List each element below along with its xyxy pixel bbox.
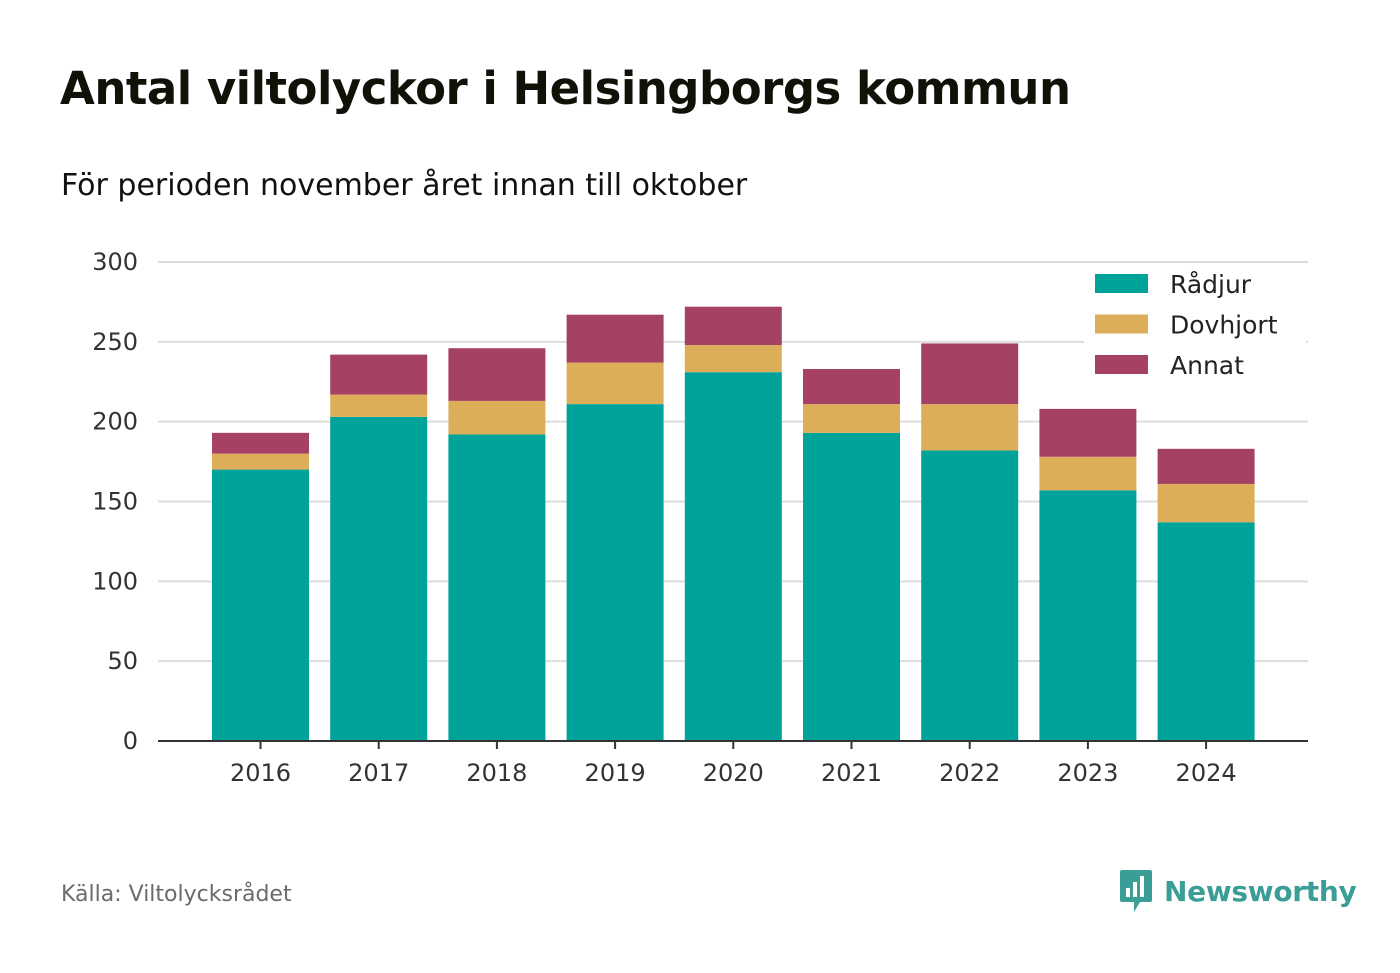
- newsworthy-logo: Newsworthy: [1118, 868, 1357, 914]
- bar-segment-annat: [448, 348, 546, 401]
- y-tick-label: 100: [92, 567, 138, 595]
- bar-segment-dovhjort: [1157, 483, 1255, 523]
- axes: 0 50 100 150 200 250 300 2016 2017 2018 2019 2020 20…: [92, 248, 1308, 787]
- bar-segment-rådjur: [330, 416, 428, 741]
- bar-segment-dovhjort: [330, 394, 428, 417]
- bar-segment-rådjur: [1157, 522, 1255, 741]
- y-tick-label: 200: [92, 408, 138, 436]
- legend-swatch-dovhjort: [1095, 314, 1148, 334]
- x-tick-label: 2022: [939, 759, 1000, 787]
- source-note: Källa: Viltolycksrådet: [61, 882, 292, 907]
- legend-swatch-annat: [1095, 355, 1148, 374]
- y-tick-label: 300: [92, 248, 138, 276]
- bar-segment-dovhjort: [684, 345, 782, 373]
- bar-segment-rådjur: [448, 434, 546, 741]
- bars: [212, 306, 1255, 741]
- chart-title: Antal viltolyckor i Helsingborgs kommun: [60, 62, 1071, 115]
- bar-segment-dovhjort: [1039, 456, 1137, 491]
- bar-segment-dovhjort: [921, 404, 1019, 451]
- bar-segment-dovhjort: [803, 404, 900, 433]
- bar-segment-rådjur: [212, 469, 309, 741]
- x-tick-label: 2023: [1057, 759, 1118, 787]
- newsworthy-logo-icon: [1120, 870, 1152, 912]
- bar-segment-annat: [1039, 408, 1137, 457]
- bar-segment-rådjur: [1039, 490, 1137, 741]
- legend-label: Dovhjort: [1170, 311, 1278, 340]
- x-tick-label: 2020: [703, 759, 764, 787]
- brand-name: Newsworthy: [1164, 874, 1357, 908]
- y-tick-label: 0: [123, 727, 138, 755]
- legend-swatch-rådjur: [1095, 274, 1148, 293]
- bar-segment-annat: [684, 306, 782, 346]
- bar-segment-annat: [566, 314, 664, 363]
- x-tick-label: 2024: [1176, 759, 1237, 787]
- bar-segment-rådjur: [803, 432, 900, 741]
- legend-label: Rådjur: [1170, 270, 1252, 299]
- bar-segment-annat: [212, 432, 309, 454]
- bar-segment-annat: [330, 354, 428, 395]
- y-tick-label: 150: [92, 488, 138, 516]
- chart-subtitle: För perioden november året innan till ok…: [61, 168, 748, 203]
- bar-segment-rådjur: [566, 404, 664, 741]
- x-tick-label: 2016: [230, 759, 291, 787]
- bar-segment-annat: [803, 368, 900, 405]
- bar-segment-annat: [921, 343, 1019, 405]
- bar-segment-rådjur: [684, 372, 782, 741]
- bar-segment-rådjur: [921, 450, 1019, 741]
- x-tick-label: 2017: [348, 759, 409, 787]
- x-tick-label: 2021: [821, 759, 882, 787]
- bar-segment-dovhjort: [212, 453, 309, 470]
- y-tick-label: 50: [107, 647, 138, 675]
- x-tick-label: 2018: [466, 759, 527, 787]
- x-tick-label: 2019: [585, 759, 646, 787]
- bar-segment-dovhjort: [448, 400, 546, 435]
- y-tick-label: 250: [92, 328, 138, 356]
- legend-label: Annat: [1170, 351, 1244, 380]
- bar-segment-annat: [1157, 448, 1255, 484]
- legend: Rådjur Dovhjort Annat: [1084, 264, 1306, 386]
- bar-segment-dovhjort: [566, 362, 664, 405]
